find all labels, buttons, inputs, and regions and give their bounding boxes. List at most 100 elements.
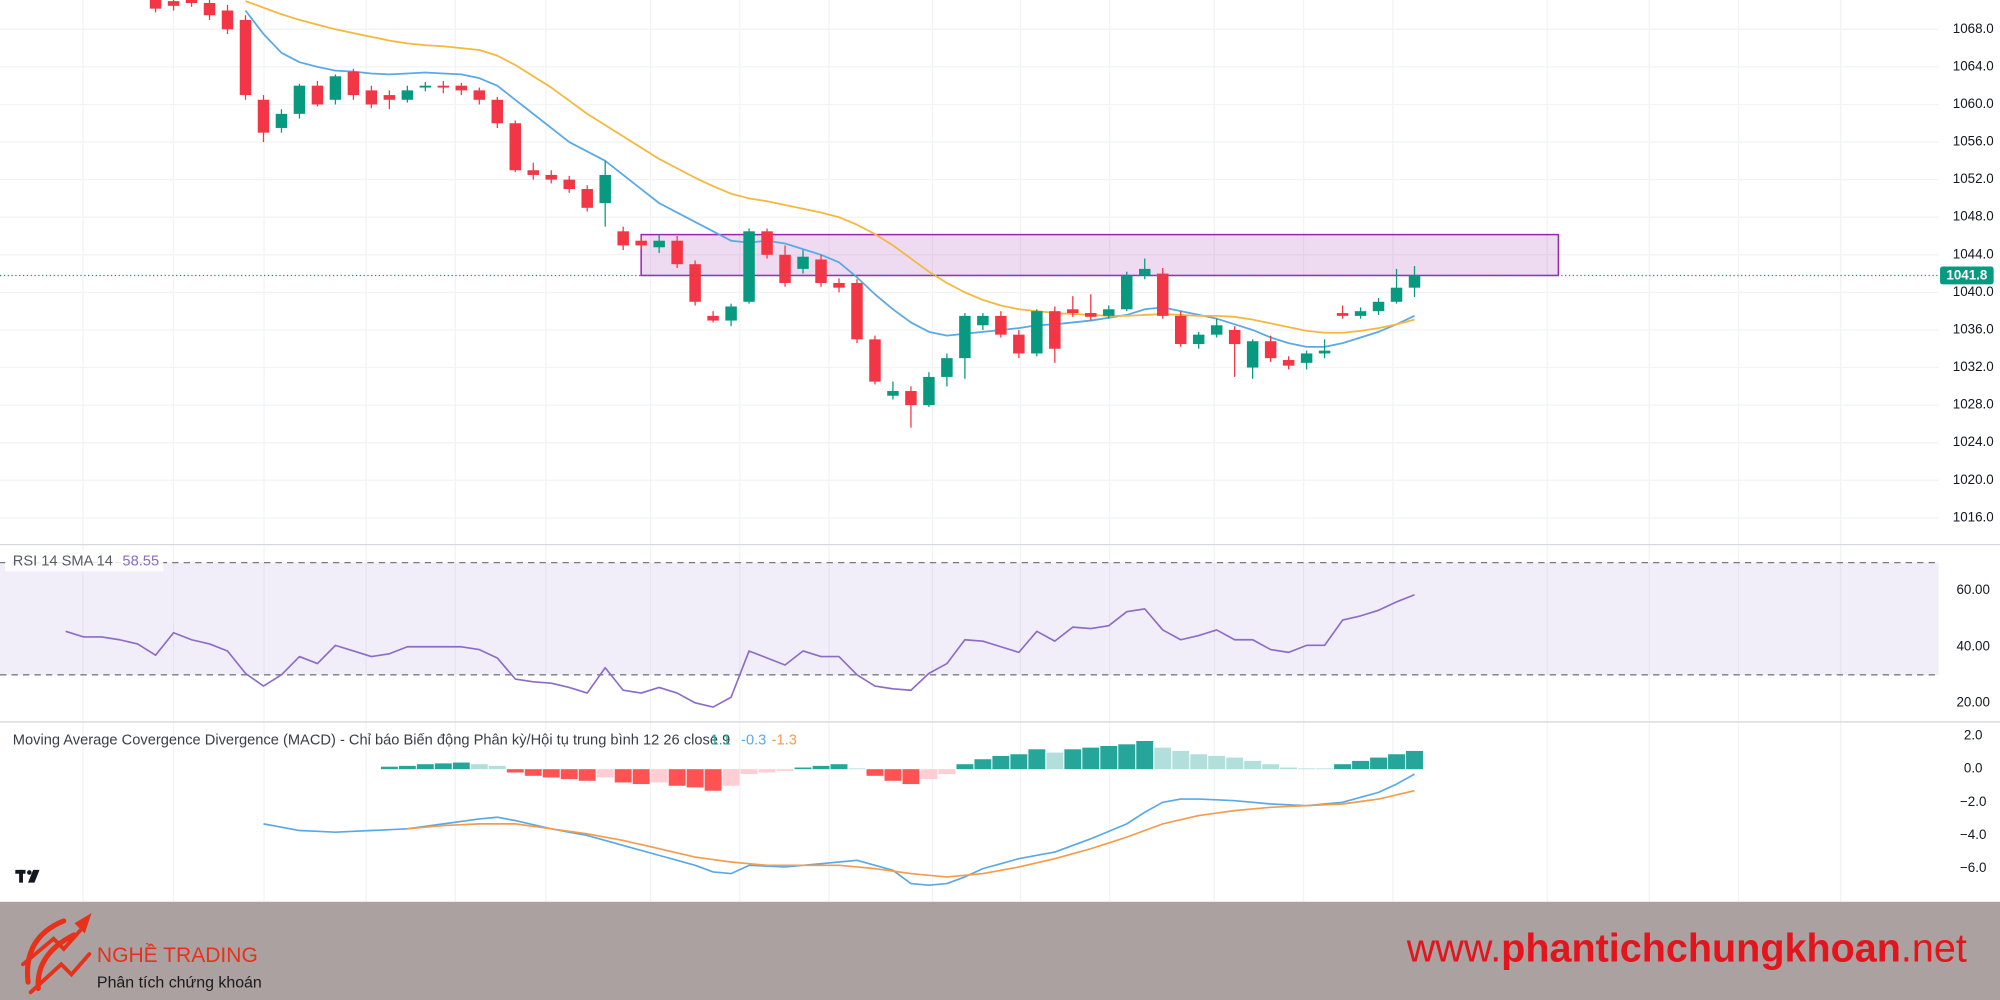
histogram-bar: [650, 769, 668, 783]
candle-body: [833, 282, 845, 288]
candle-body: [509, 123, 522, 171]
candle-body: [1246, 341, 1259, 368]
candle-body: [1103, 309, 1115, 316]
y-tick-label: 1060.0: [1953, 96, 1994, 111]
histogram-bar: [758, 769, 776, 773]
y-tick-label: 1028.0: [1953, 397, 1994, 412]
legend-value: -1.3: [772, 732, 797, 748]
candle-body: [1174, 315, 1187, 345]
candle-body: [869, 339, 881, 382]
y-tick-label: 1064.0: [1953, 58, 1994, 73]
pane: 20.00 40.00 60.00 RSI 14 SMA 14 58.55: [0, 551, 1990, 709]
background: [0, 0, 2000, 902]
candle-body: [1139, 268, 1151, 276]
histogram-bar: [1388, 754, 1405, 770]
footer-url-suffix: .net: [1901, 927, 1967, 971]
legend-value: -0.3: [741, 732, 766, 748]
candle-body: [941, 358, 953, 377]
candle-body: [419, 85, 432, 88]
histogram-bar: [380, 766, 398, 770]
histogram-bar: [1244, 760, 1262, 770]
histogram-bar: [398, 765, 416, 770]
y-tick-label: 40.00: [1956, 638, 1989, 653]
candle-body: [905, 391, 917, 406]
y-tick-label: 1020.0: [1953, 472, 1994, 487]
candle-body: [239, 19, 252, 96]
y-tick-label: −2.0: [1960, 794, 1986, 809]
candle-body: [815, 259, 827, 283]
candle-body: [707, 315, 719, 321]
candle-body: [743, 231, 755, 302]
candle-body: [1156, 273, 1169, 316]
candle-body: [185, 0, 198, 4]
candle-body: [1067, 309, 1079, 314]
plot-area: [0, 561, 1939, 708]
histogram-bar: [506, 769, 524, 773]
candle-body: [365, 90, 378, 105]
histogram-bar: [1118, 744, 1136, 770]
candle-body: [491, 99, 504, 124]
histogram-bar: [812, 765, 830, 770]
candle-body: [149, 0, 162, 9]
histogram-bar: [776, 769, 794, 771]
y-tick-label: 60.00: [1956, 582, 1989, 597]
candle-body: [563, 179, 575, 190]
histogram-bar: [470, 764, 488, 770]
y-tick-label: 2.0: [1964, 728, 1983, 743]
histogram-bar: [1226, 757, 1244, 770]
histogram-bar: [1316, 768, 1334, 770]
histogram-bar: [1136, 741, 1154, 770]
candle-body: [401, 90, 414, 100]
footer-url-domain: phantichchungkhoan: [1501, 927, 1901, 971]
histogram-bar: [542, 769, 560, 778]
candle-body: [797, 256, 809, 269]
y-tick-label: 1032.0: [1953, 359, 1994, 374]
histogram-bar: [794, 767, 812, 770]
histogram-bar: [1298, 768, 1316, 770]
y-tick-label: 20.00: [1956, 694, 1989, 709]
candle-body: [473, 90, 486, 100]
histogram-bar: [1280, 767, 1298, 770]
y-tick-label: 1056.0: [1953, 134, 1994, 149]
histogram-bar: [560, 769, 578, 780]
histogram-bar: [1370, 757, 1387, 770]
histogram-bar: [1262, 764, 1280, 770]
tradingview-logo: [15, 869, 40, 883]
indicator-line: [407, 789, 1415, 878]
indicator-line: [244, 9, 1415, 348]
candle-body: [545, 174, 557, 180]
footer-banner: [0, 901, 2000, 1000]
candle-body: [1192, 334, 1205, 345]
footer-brand: NGHỀ TRADING: [97, 944, 258, 967]
legend-background: [5, 551, 164, 572]
y-tick-label: 1024.0: [1953, 434, 1994, 449]
histogram-bar: [488, 765, 506, 770]
candle-body: [1210, 325, 1223, 335]
y-tick-label: 1040.0: [1953, 284, 1994, 299]
histogram-bar: [1208, 755, 1226, 770]
last-price-label: 1041.8: [1946, 268, 1987, 283]
histogram-bar: [956, 764, 974, 770]
candle-body: [599, 174, 611, 204]
histogram-bar: [1100, 745, 1118, 770]
histogram-bar: [866, 769, 884, 776]
candle-body: [761, 231, 773, 255]
rsi-band: [0, 562, 1939, 675]
histogram-bar: [596, 769, 614, 778]
pane: 2.0 0.0 −2.0 −4.0 −6.0 Moving Average Coverge…: [13, 728, 1986, 887]
histogram-bar: [452, 762, 470, 770]
candle-body: [203, 3, 216, 16]
histogram-bar: [1154, 747, 1172, 770]
candle-body: [725, 306, 737, 321]
candle-body: [257, 99, 270, 133]
histogram-bar: [902, 769, 920, 785]
y-tick-label: 1016.0: [1953, 509, 1994, 524]
histogram-bar: [416, 764, 434, 770]
candle-body: [1282, 360, 1295, 366]
y-tick-label: −4.0: [1960, 827, 1986, 842]
candle-body: [581, 189, 593, 208]
histogram-bar: [614, 769, 632, 783]
histogram-bar: [974, 759, 992, 770]
histogram-bar: [686, 769, 704, 788]
pane: 1016.0 1020.0 1024.0 1028.0 1032.0 1036.0 1040…: [0, 0, 1994, 524]
